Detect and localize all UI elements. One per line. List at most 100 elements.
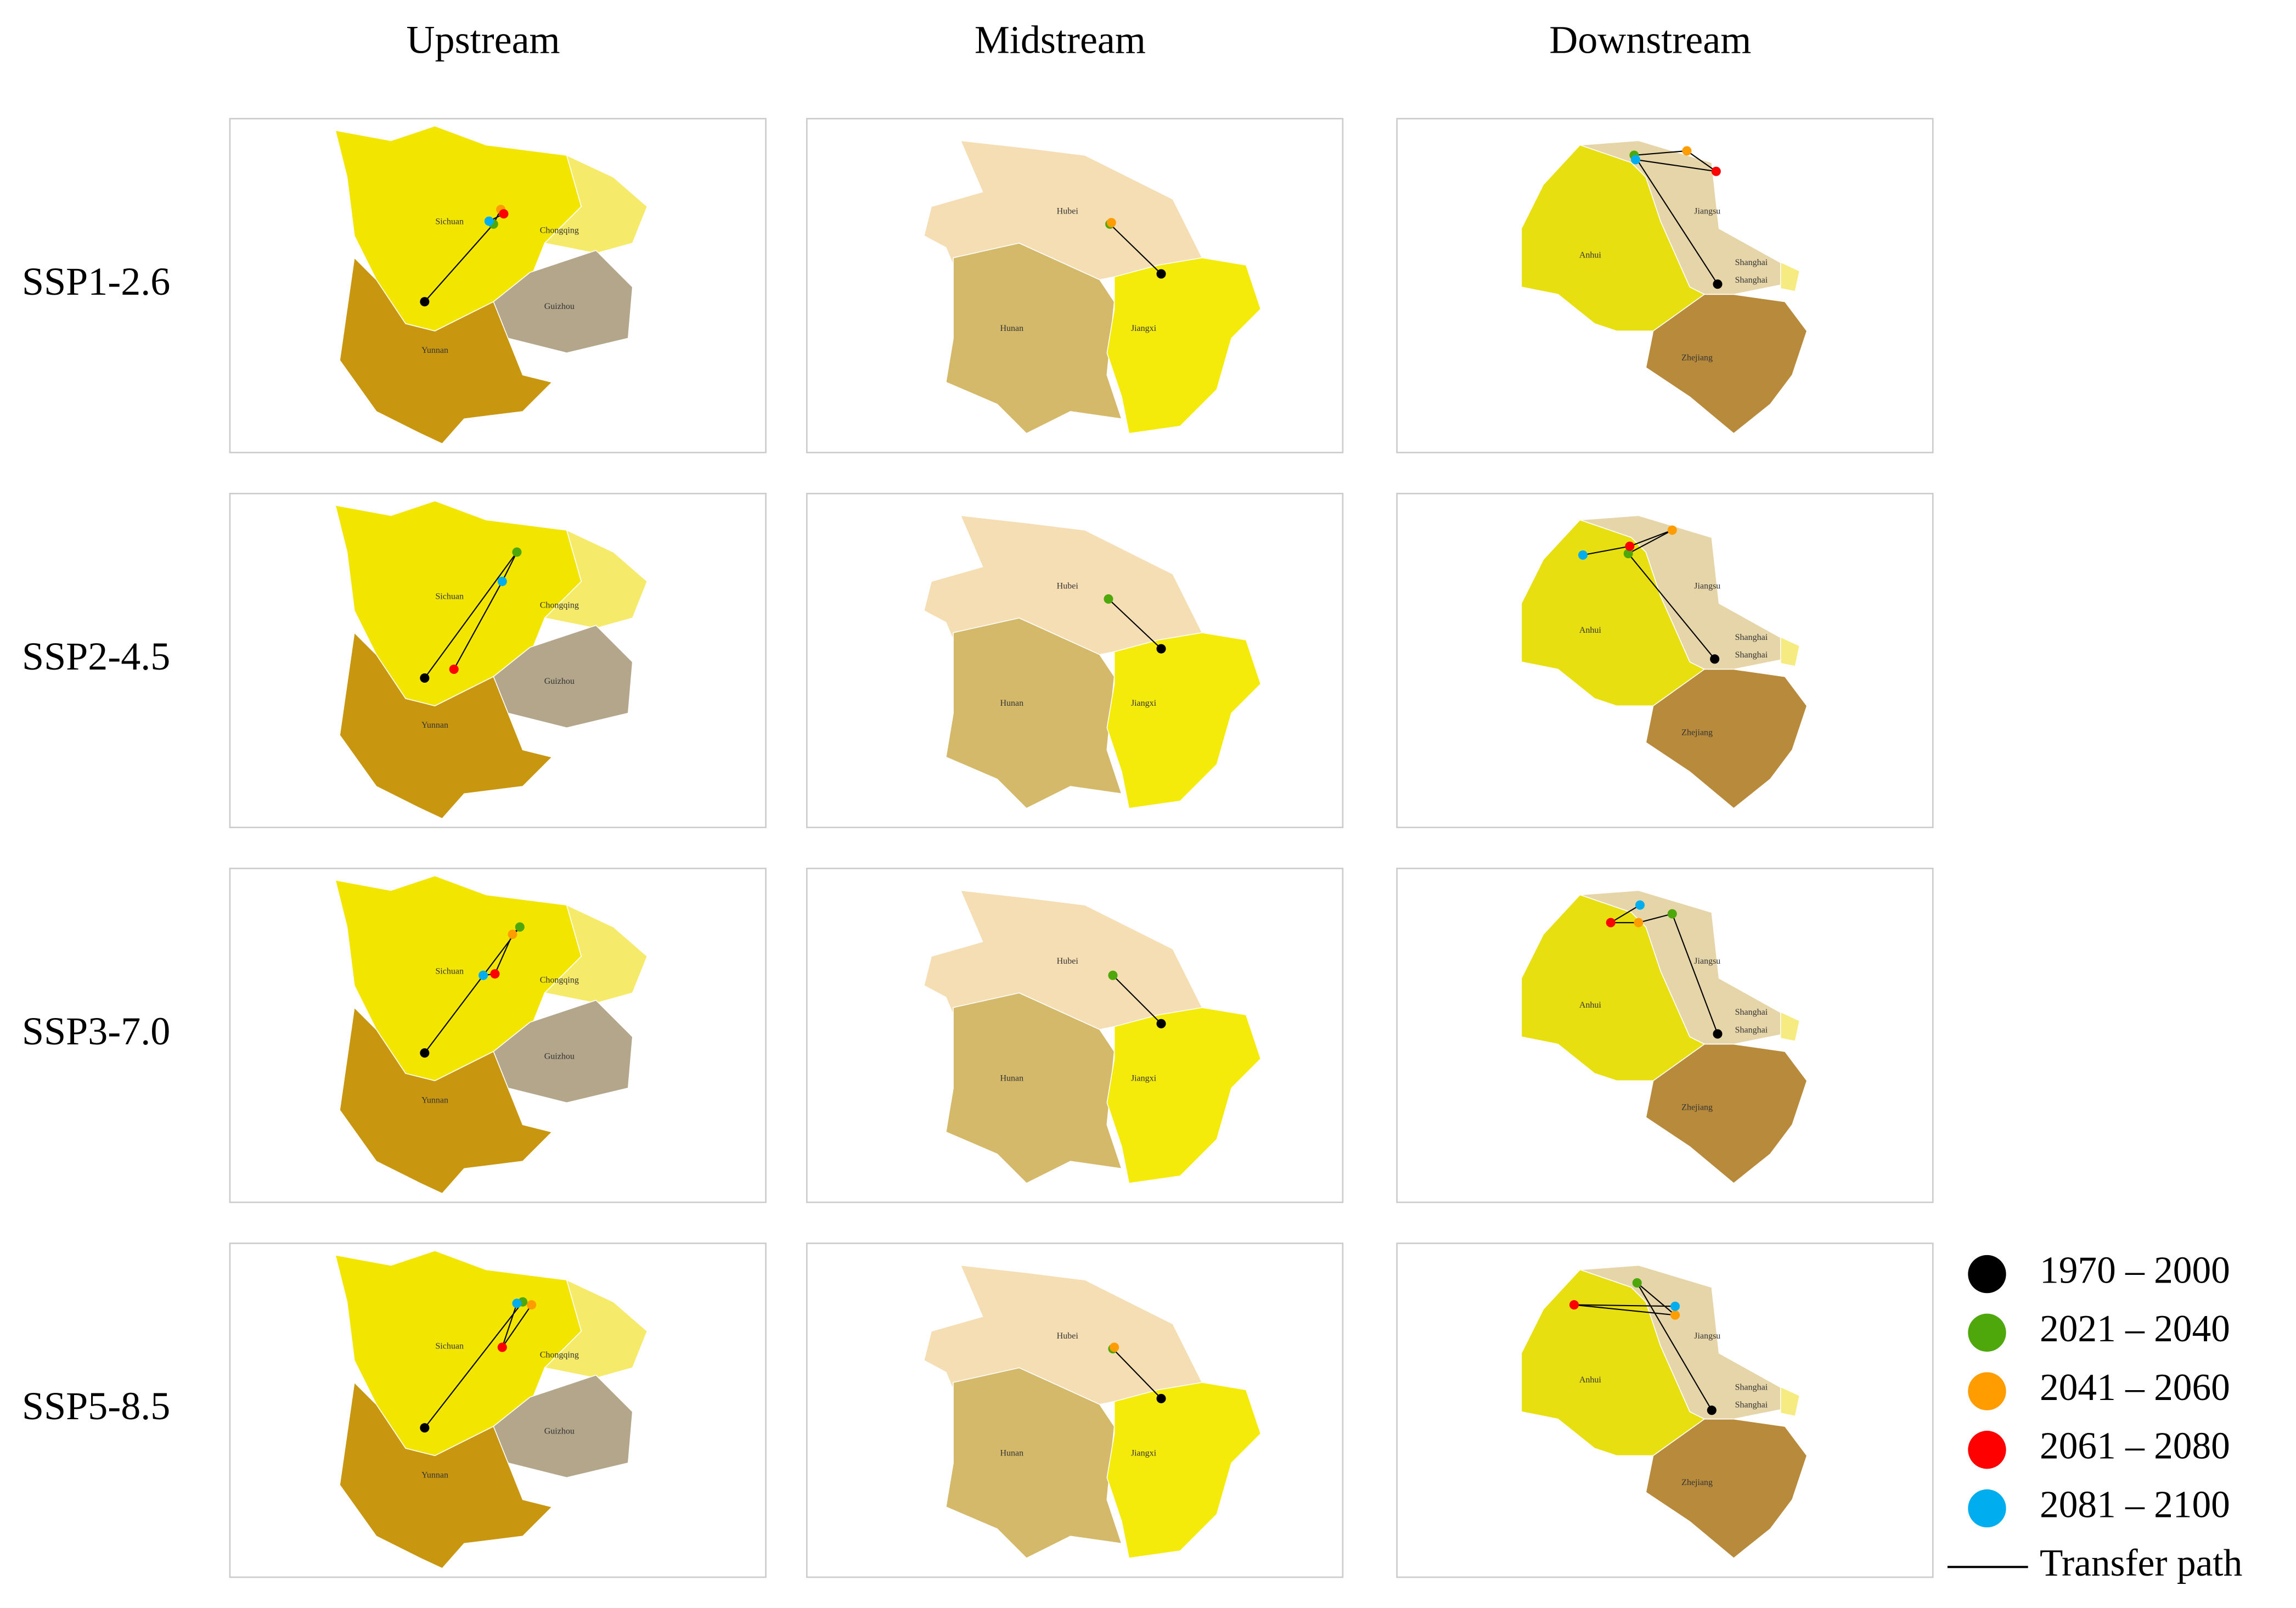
province-label: Anhui: [1579, 251, 1602, 260]
period-dot: [1635, 900, 1645, 910]
province-label: Shanghai: [1735, 650, 1768, 660]
map-panel: Jiangsu Anhui Shanghai Shanghai Zhejiang: [1396, 868, 1934, 1204]
province: [339, 632, 553, 819]
period-dot: [1632, 1278, 1642, 1288]
map-panel: Jiangsu Anhui Shanghai Shanghai Zhejiang: [1396, 492, 1934, 829]
period-dot: [1670, 1310, 1680, 1320]
period-dot: [420, 297, 430, 307]
province-label: Jiangxi: [1131, 1073, 1157, 1083]
map-panel: Sichuan Chongqing Guizhou Yunnan: [229, 492, 767, 829]
period-dot: [479, 970, 488, 980]
period-dot: [1108, 970, 1118, 980]
map-panel: Hubei Hunan Jiangxi: [806, 1242, 1344, 1578]
period-dot: [420, 1423, 430, 1433]
legend-label: 1970 – 2000: [2040, 1249, 2230, 1291]
period-dot: [508, 929, 517, 940]
province: [493, 1374, 633, 1478]
column-title: Midstream: [975, 18, 1146, 62]
period-dot: [497, 1342, 507, 1352]
province-label: Guizhou: [544, 302, 575, 311]
province-label: Shanghai: [1735, 1025, 1768, 1034]
province-label: Guizhou: [544, 1052, 575, 1061]
province: [1645, 294, 1808, 434]
province-label: Jiangxi: [1131, 324, 1157, 333]
province: [1645, 1043, 1808, 1184]
province-label: Shanghai: [1735, 633, 1768, 642]
province-label: Sichuan: [435, 592, 464, 601]
period-dot: [499, 209, 509, 219]
period-dot: [497, 576, 507, 586]
legend-label: 2041 – 2060: [2040, 1367, 2230, 1409]
province: [1106, 1007, 1262, 1184]
legend-path-label: Transfer path: [2040, 1542, 2242, 1584]
map-panel: Sichuan Chongqing Guizhou Yunnan: [229, 117, 767, 453]
province-label: Anhui: [1579, 1000, 1602, 1010]
province-label: Hubei: [1057, 207, 1079, 216]
province-label: Chongqing: [540, 976, 579, 985]
province: [1780, 261, 1800, 293]
province-label: Guizhou: [544, 677, 575, 686]
legend-marker: [1968, 1372, 2006, 1410]
province: [1521, 519, 1706, 707]
period-dot: [1106, 218, 1116, 228]
province: [544, 904, 648, 1004]
province-label: Hunan: [1000, 1073, 1024, 1083]
province-label: Chongqing: [540, 600, 579, 610]
province-label: Shanghai: [1735, 1400, 1768, 1409]
province: [1521, 894, 1706, 1082]
province-label: Yunnan: [421, 346, 448, 355]
province-label: Hubei: [1057, 582, 1079, 591]
province-label: Jiangxi: [1131, 1448, 1157, 1458]
map-panel: Jiangsu Anhui Shanghai Shanghai Zhejiang: [1396, 1242, 1934, 1578]
period-dot: [420, 1048, 430, 1058]
period-dot: [1156, 269, 1166, 279]
period-dot: [1711, 166, 1721, 176]
period-dot: [1631, 155, 1641, 165]
legend-marker: [1968, 1313, 2006, 1352]
period-dot: [1667, 525, 1677, 535]
map-panel: Jiangsu Anhui Shanghai Shanghai Zhejiang: [1396, 117, 1934, 453]
province-label: Jiangsu: [1694, 957, 1720, 966]
period-dot: [1625, 541, 1635, 551]
period-dot: [1156, 1019, 1166, 1028]
province-label: Zhejiang: [1681, 353, 1713, 362]
period-dot: [1156, 1393, 1166, 1403]
province-label: Hunan: [1000, 1448, 1024, 1458]
province-label: Zhejiang: [1681, 728, 1713, 738]
province: [1521, 1269, 1706, 1457]
province: [544, 154, 648, 254]
period-dot: [1667, 909, 1677, 919]
legend-label: 2021 – 2040: [2040, 1308, 2230, 1350]
map-panel: Sichuan Chongqing Guizhou Yunnan: [229, 1242, 767, 1578]
transfer-path: [1112, 975, 1162, 1025]
province: [544, 1279, 648, 1379]
legend-marker: [1968, 1489, 2006, 1528]
period-dot: [1634, 918, 1644, 927]
province-label: Guizhou: [544, 1426, 575, 1436]
map-panel: Hubei Hunan Jiangxi: [806, 117, 1344, 453]
province: [1780, 636, 1800, 667]
province: [339, 1381, 553, 1569]
transfer-path: [424, 552, 517, 679]
province: [1106, 257, 1262, 434]
row-label: SSP1-2.6: [22, 260, 170, 303]
province-label: Jiangxi: [1131, 699, 1157, 708]
period-dot: [1670, 1301, 1680, 1311]
period-dot: [512, 1298, 522, 1308]
province: [1521, 144, 1706, 331]
province: [493, 999, 633, 1104]
period-dot: [1606, 918, 1616, 927]
period-dot: [1707, 1405, 1717, 1415]
map-panel: Hubei Hunan Jiangxi: [806, 868, 1344, 1204]
row-label: SSP2-4.5: [22, 634, 170, 678]
province: [1645, 668, 1808, 809]
map-panel: Hubei Hunan Jiangxi: [806, 492, 1344, 829]
province: [493, 625, 633, 729]
period-dot: [527, 1300, 537, 1310]
row-label: SSP3-7.0: [22, 1009, 170, 1053]
period-dot: [449, 664, 459, 674]
province-label: Sichuan: [435, 217, 464, 226]
legend-label: 2081 – 2100: [2040, 1483, 2230, 1526]
province-label: Yunnan: [421, 1095, 448, 1105]
